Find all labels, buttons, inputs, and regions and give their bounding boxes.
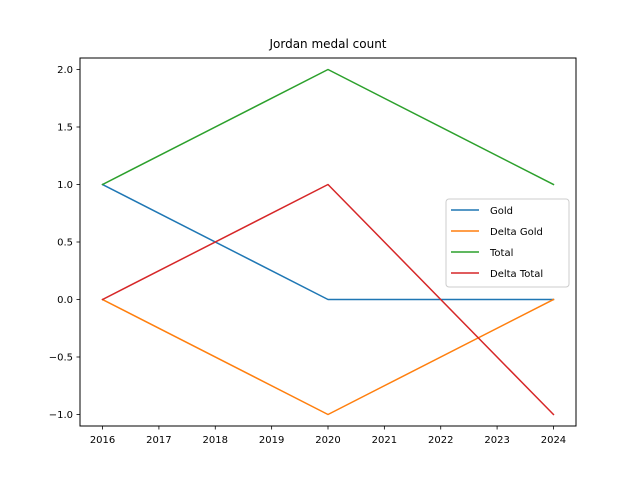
x-tick-label: 2022 [428, 435, 453, 446]
y-tick-label: 1.0 [57, 180, 73, 191]
y-tick-label: 0.0 [57, 295, 73, 306]
series-line-delta-total [101, 183, 555, 416]
x-tick-label: 2016 [90, 435, 115, 446]
y-axis: −1.0 −0.5 0.0 0.5 1.0 1.5 2.0 [49, 65, 80, 421]
legend-label-gold: Gold [490, 206, 513, 217]
series-line-delta-gold [101, 298, 555, 416]
series-line-gold [101, 183, 555, 301]
legend-box [445, 198, 570, 288]
chart-title: Jordan medal count [268, 37, 386, 51]
legend-label-total: Total [489, 248, 513, 259]
y-tick-label: 1.5 [57, 123, 73, 134]
x-tick-label: 2021 [372, 435, 397, 446]
x-tick-label: 2024 [541, 435, 566, 446]
y-tick-label: 2.0 [57, 65, 73, 76]
x-tick-label: 2018 [203, 435, 228, 446]
x-tick-label: 2019 [259, 435, 284, 446]
y-tick-label: −0.5 [49, 353, 73, 364]
x-axis: 2016 2017 2018 2019 2020 2021 2022 2023 2024 [90, 426, 566, 446]
y-tick-label: −1.0 [49, 410, 73, 421]
legend: Gold Delta Gold Total Delta Total [445, 198, 570, 288]
legend-label-delta-total: Delta Total [490, 269, 543, 280]
series-line-total [101, 68, 555, 186]
x-tick-label: 2023 [484, 435, 509, 446]
series-layer [101, 68, 555, 416]
legend-label-delta-gold: Delta Gold [490, 227, 543, 238]
y-tick-label: 0.5 [57, 238, 73, 249]
x-tick-label: 2017 [146, 435, 171, 446]
x-tick-label: 2020 [315, 435, 340, 446]
